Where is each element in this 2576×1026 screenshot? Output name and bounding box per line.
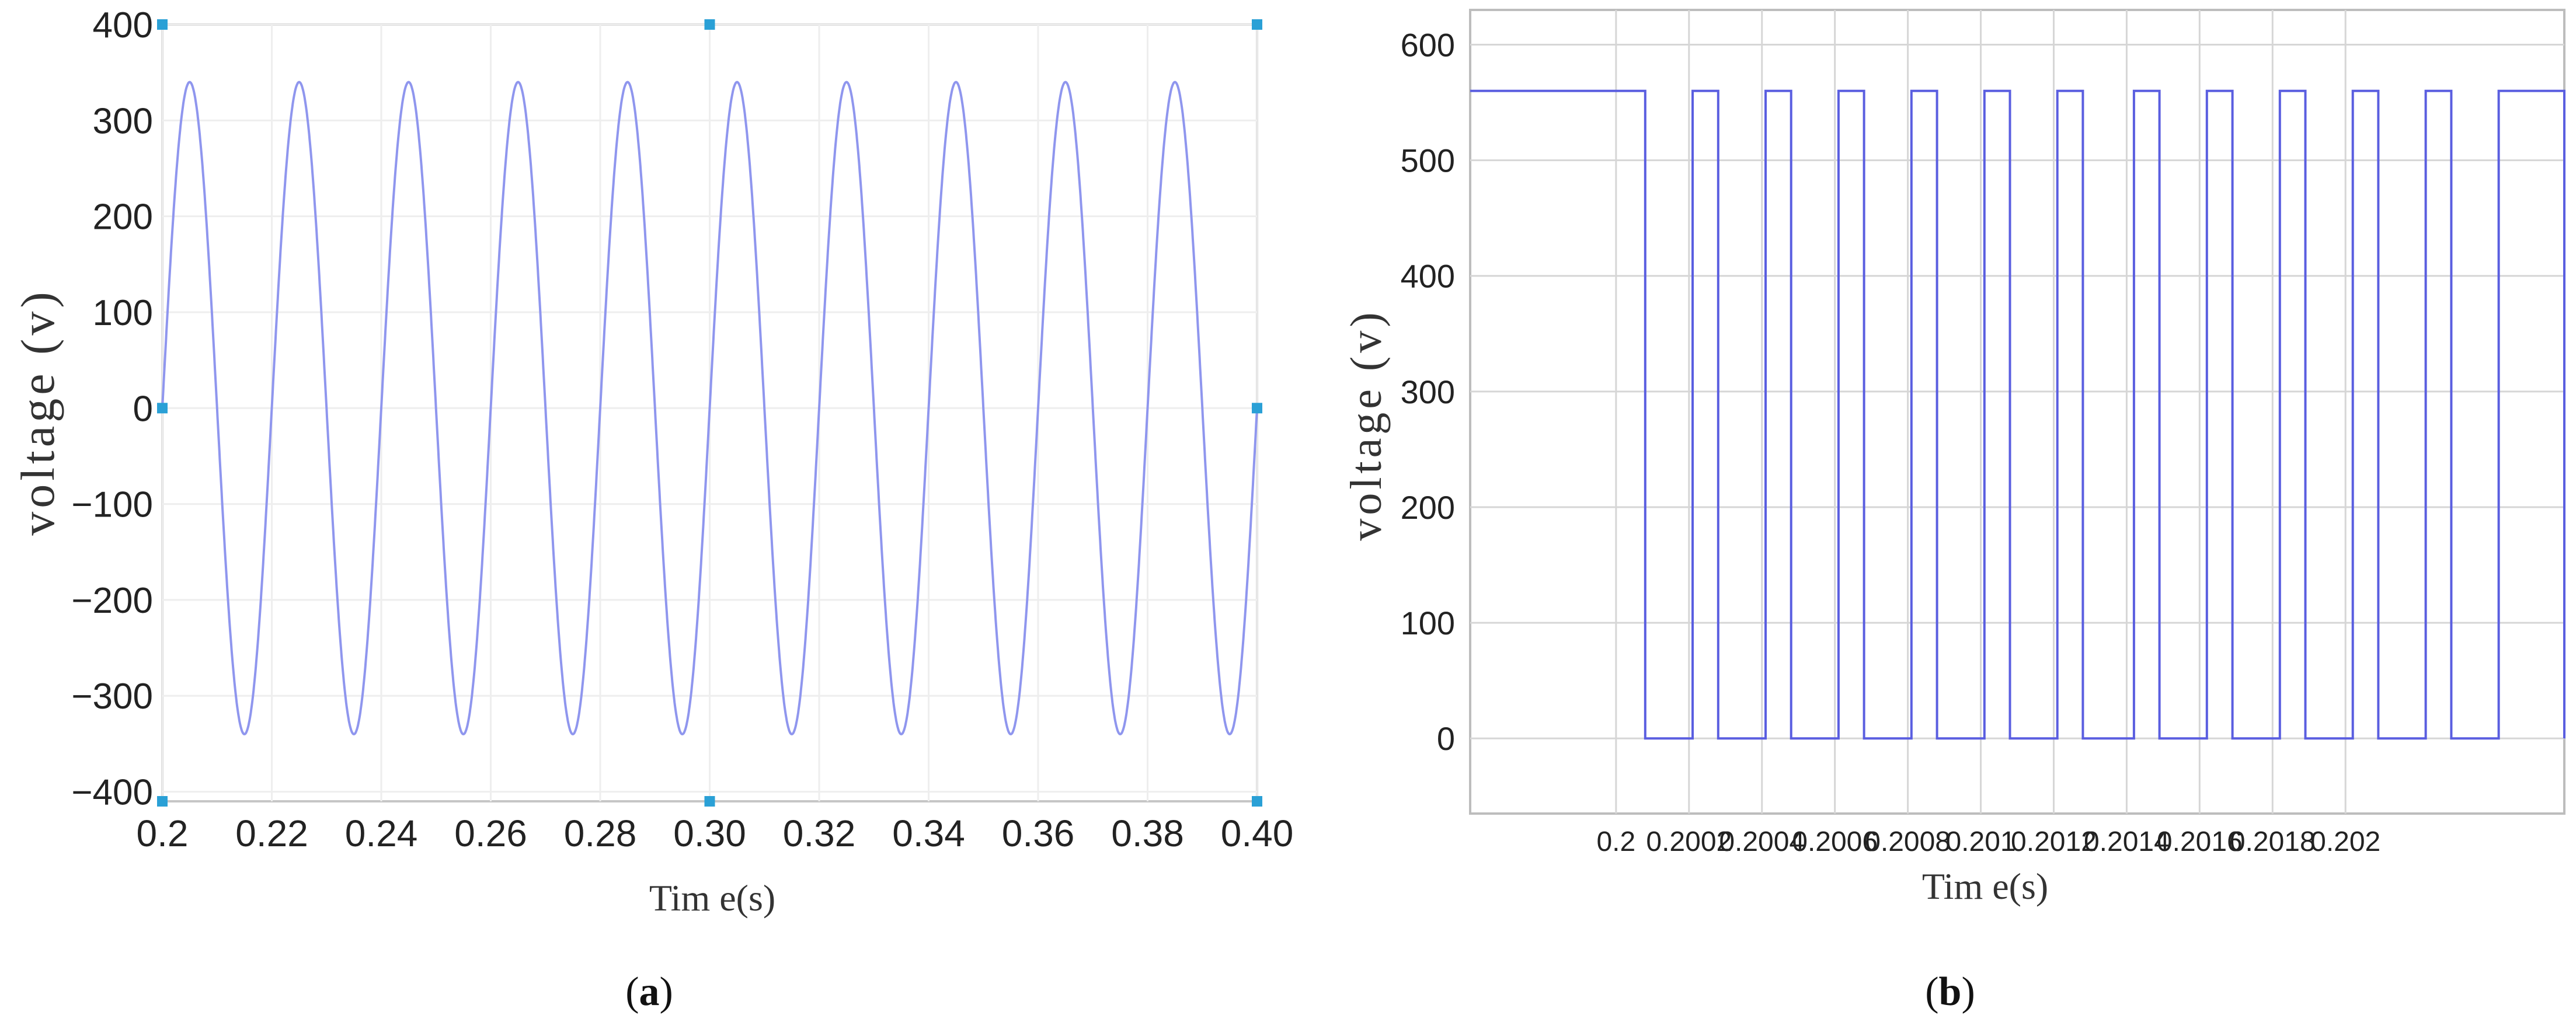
y-tick-label: 300 [93, 101, 153, 141]
y-tick-label: 400 [93, 5, 153, 46]
x-tick-label: 0.2 [1596, 826, 1635, 857]
corner-marker [157, 796, 168, 807]
y-tick-label: 200 [93, 197, 153, 238]
y-axis-title-a: voltage (v) [11, 288, 64, 535]
x-tick-labels-b: 0.2 0.20020.20040.20060.20080.2010.20120.… [1596, 826, 2380, 857]
x-tick-label: 0.40 [1221, 812, 1294, 854]
y-tick-labels-b: 600 500 400 300 200 100 0 [1401, 26, 1455, 757]
x-tick-label: 0.34 [892, 812, 965, 854]
x-tick-labels-a: 0.2 0.22 0.24 0.26 0.28 0.30 0.32 0.34 0.36 0.38 0… [137, 812, 1294, 854]
y-tick-label: 100 [93, 293, 153, 333]
x-tick-label: 0.2004 [1719, 826, 1805, 857]
y-tick-label: −400 [71, 773, 153, 813]
corner-marker [157, 403, 168, 414]
x-tick-label: 0.2 [137, 812, 189, 854]
markers-a [157, 19, 1262, 807]
x-tick-label: 0.2012 [2011, 826, 2097, 857]
y-tick-label: −300 [71, 676, 153, 717]
x-tick-label: 0.24 [345, 812, 418, 854]
x-tick-label: 0.202 [2310, 826, 2380, 857]
y-tick-label: 400 [1401, 258, 1455, 295]
x-tick-label: 0.38 [1111, 812, 1184, 854]
y-tick-label: 0 [133, 389, 153, 429]
x-axis-title-b: Tim e(s) [1922, 866, 2048, 907]
caption-b: (b) [1925, 969, 1975, 1014]
square-series-line [1470, 89, 2565, 740]
x-tick-label: 0.2002 [1646, 826, 1732, 857]
x-tick-label: 0.2014 [2084, 826, 2170, 857]
x-tick-label: 0.26 [454, 812, 527, 854]
corner-marker [704, 796, 715, 807]
y-tick-label: −100 [71, 485, 153, 525]
corner-marker [1252, 403, 1262, 414]
y-tick-label: 0 [1437, 720, 1455, 757]
y-tick-label: 300 [1401, 374, 1455, 410]
y-tick-label: 600 [1401, 26, 1455, 63]
x-tick-label: 0.2008 [1865, 826, 1951, 857]
x-tick-label: 0.32 [783, 812, 856, 854]
x-tick-label: 0.2006 [1792, 826, 1878, 857]
caption-a: (a) [625, 969, 673, 1014]
y-tick-label: 100 [1401, 605, 1455, 641]
x-tick-label: 0.2018 [2230, 826, 2316, 857]
corner-marker [1252, 796, 1262, 807]
y-axis-title-b: voltage (v) [1342, 309, 1391, 540]
x-tick-label: 0.2016 [2157, 826, 2243, 857]
x-tick-label: 0.30 [673, 812, 746, 854]
x-tick-label: 0.22 [235, 812, 308, 854]
series-b [1470, 89, 2565, 740]
x-axis-title-a: Tim e(s) [649, 877, 775, 919]
x-tick-label: 0.28 [564, 812, 637, 854]
plot-area-b [1469, 9, 2565, 815]
corner-marker [704, 19, 715, 30]
y-tick-label: 200 [1401, 489, 1455, 526]
y-tick-label: 500 [1401, 142, 1455, 179]
x-tick-label: 0.36 [1002, 812, 1075, 854]
corner-marker [157, 19, 168, 30]
x-tick-label: 0.201 [1945, 826, 2015, 857]
series-a [161, 81, 1258, 736]
corner-marker [1252, 19, 1262, 30]
y-tick-label: −200 [71, 581, 153, 621]
y-tick-labels-a: 400 300 200 100 0 −100 −200 −300 −400 [71, 5, 153, 813]
sine-series-line [161, 81, 1258, 736]
